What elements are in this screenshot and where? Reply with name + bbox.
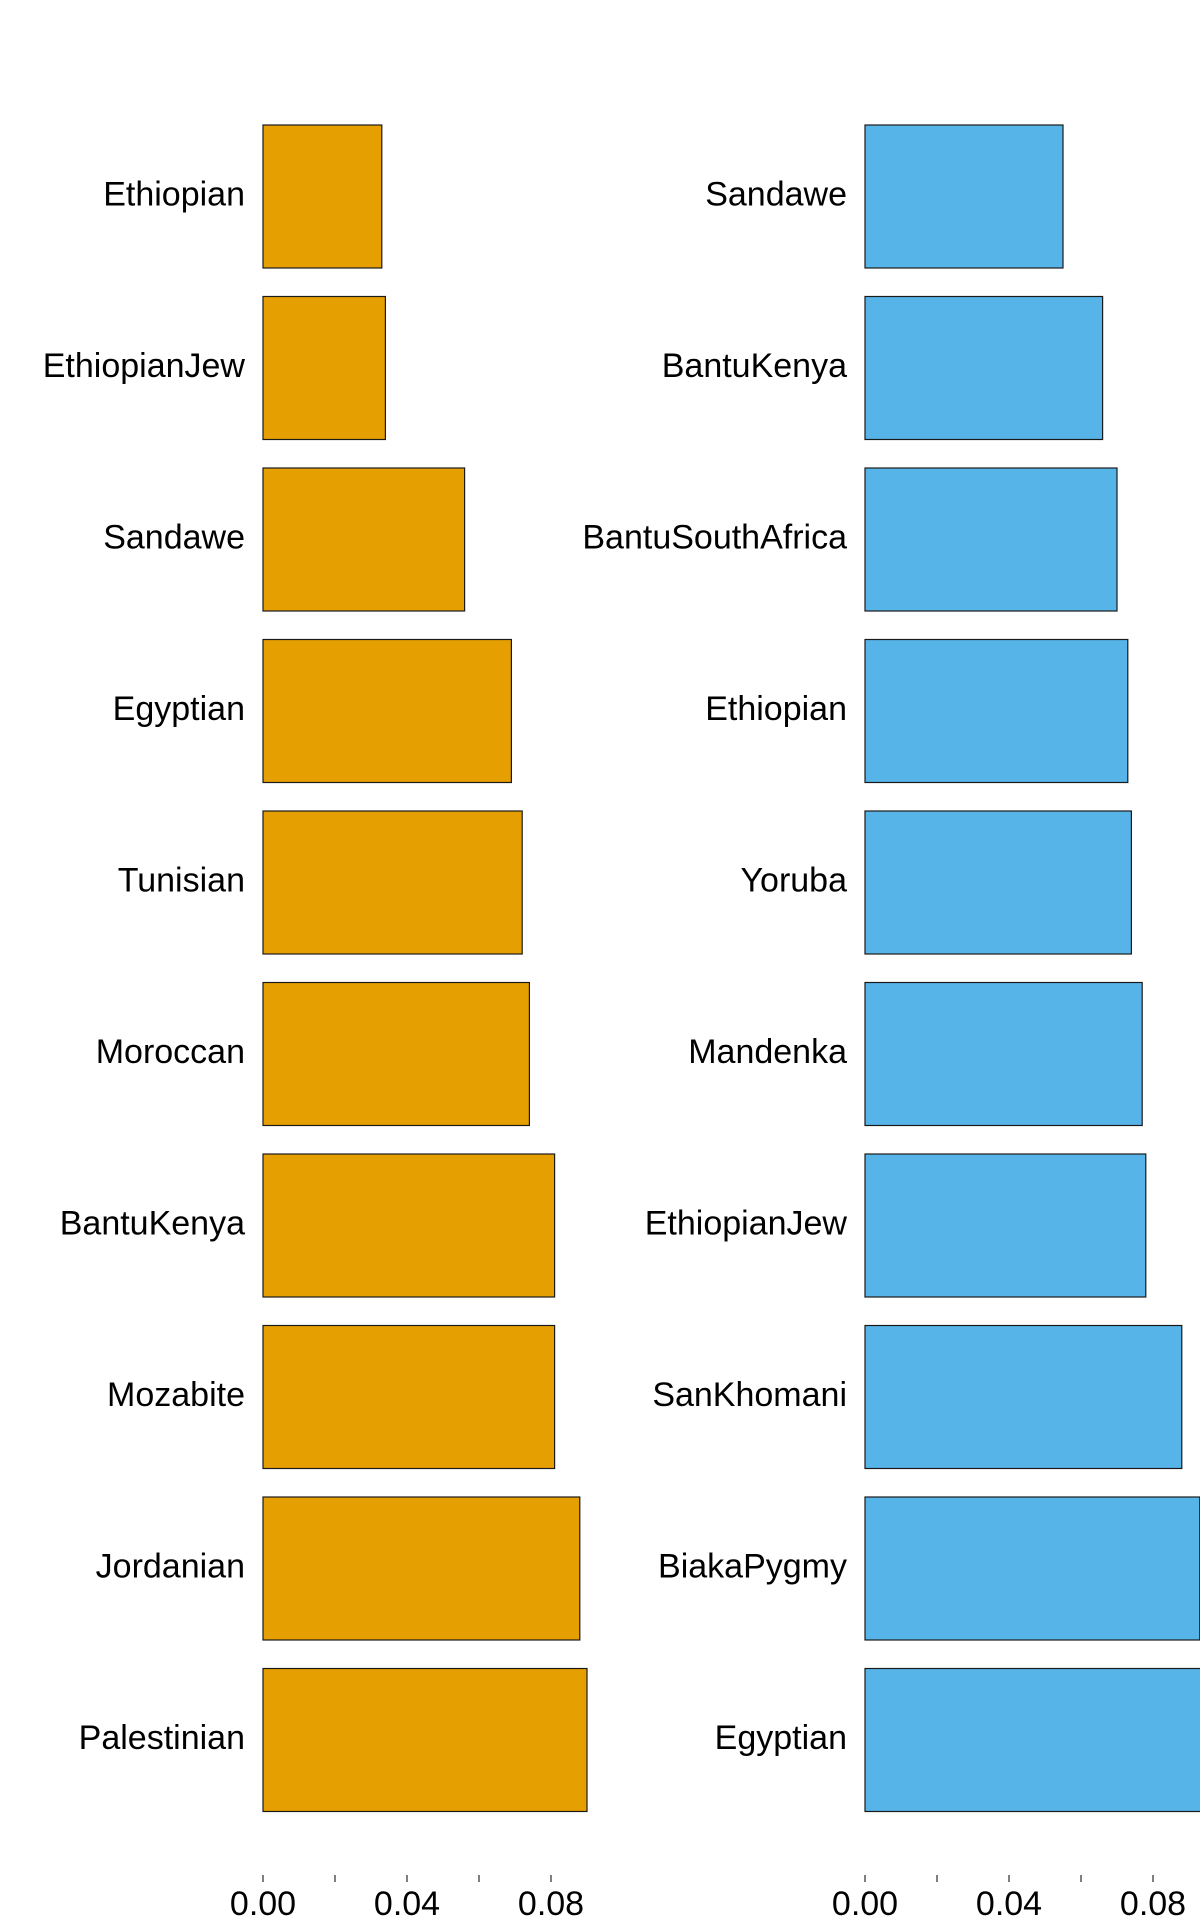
category-label: Yoruba: [740, 861, 847, 899]
bar-tunisian: [262, 810, 523, 955]
bar-jordanian: [262, 1496, 581, 1641]
category-label: Egyptian: [715, 1719, 847, 1757]
bar-yoruba: [864, 810, 1132, 955]
x-tick-label: 0.08: [518, 1885, 584, 1920]
bar-ethiopian: [262, 124, 383, 269]
bar-ethiopianjew: [262, 295, 387, 441]
bar-egyptian: [864, 1667, 1200, 1813]
category-label: EthiopianJew: [43, 347, 246, 385]
bar-sandawe: [262, 467, 466, 612]
bar-mozabite: [262, 1324, 556, 1470]
category-label: Moroccan: [96, 1033, 245, 1071]
category-label: Ethiopian: [103, 175, 245, 213]
right-panel: Sandawe BantuKenya BantuSouthAfrica Ethiopi…: [582, 124, 1200, 1923]
category-label: BantuSouthAfrica: [582, 518, 847, 556]
category-label: Tunisian: [118, 861, 245, 899]
category-label: Jordanian: [96, 1547, 245, 1585]
bar-egyptian: [262, 638, 512, 784]
bar-palestinian: [262, 1667, 588, 1813]
category-label: SanKhomani: [652, 1376, 847, 1414]
category-label: BantuKenya: [60, 1204, 245, 1242]
bar-ethiopian: [864, 638, 1129, 784]
x-tick-label: 0.04: [374, 1885, 440, 1920]
category-label: EthiopianJew: [645, 1204, 848, 1242]
category-label: Ethiopian: [705, 690, 847, 728]
category-label: Egyptian: [113, 690, 245, 728]
category-label: BantuKenya: [662, 347, 847, 385]
x-tick-label: 0.00: [832, 1885, 898, 1920]
category-label: Mandenka: [688, 1033, 847, 1071]
left-panel: Ethiopian EthiopianJew Sandawe Egyptian Tuni…: [43, 124, 588, 1923]
x-tick-label: 0.04: [976, 1885, 1042, 1920]
x-tick-label: 0.08: [1120, 1885, 1186, 1920]
bar-moroccan: [262, 981, 530, 1127]
category-label: Sandawe: [705, 175, 847, 213]
bar-ethiopianjew: [864, 1153, 1147, 1298]
bar-bantusouthafrica: [864, 467, 1118, 612]
bar-sankhomani: [864, 1324, 1183, 1470]
bar-biakapygmy: [864, 1496, 1200, 1641]
x-tick-label: 0.00: [230, 1885, 296, 1920]
bar-bantukenya: [262, 1153, 556, 1298]
bar-sandawe: [864, 124, 1064, 269]
category-label: BiakaPygmy: [658, 1547, 847, 1585]
category-label: Sandawe: [103, 518, 245, 556]
category-label: Palestinian: [79, 1719, 245, 1757]
bar-bantukenya: [864, 295, 1104, 441]
category-label: Mozabite: [107, 1376, 245, 1414]
bar-mandenka: [864, 981, 1143, 1127]
